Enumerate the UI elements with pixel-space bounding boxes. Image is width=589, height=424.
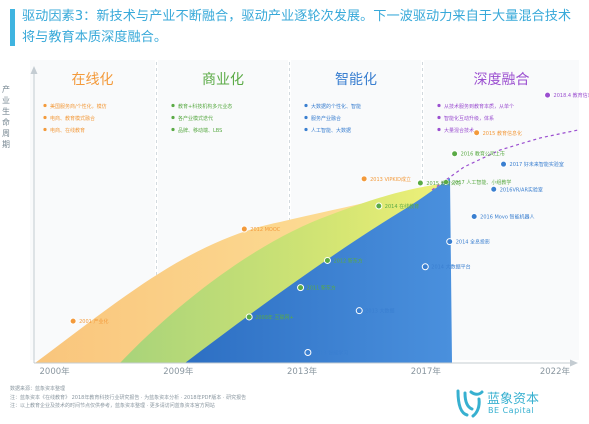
x-tick-label: 2017年 [411,366,442,377]
trend-line-deep-fusion [431,129,579,191]
x-tick-label: 2009年 [163,366,194,377]
phase-bullet-text: 电商、在线教育 [50,127,85,134]
data-label: 2011 新东方 [307,285,336,292]
phase-title: 商业化 [202,72,244,88]
data-label: 2015 教育信息化 [483,130,522,137]
data-label: 2001 产业化 [79,318,108,325]
data-label: 2016 Movo 智能机器人 [480,214,534,221]
phase-bullet-text: 教育+科技机构多元业态 [178,103,232,110]
x-tick-label: 2022年 [540,366,571,377]
data-label: 2012 新东方 [333,257,362,264]
brand-name-en: BE Capital [488,406,535,415]
phase-bullet-dot [304,103,308,108]
phase-bullet-dot [43,115,47,120]
data-label: 2013 VIPKID成立 [370,176,411,183]
data-point [297,284,305,292]
data-point [446,238,454,246]
phase-bullet-text: 各产业模式迭代 [178,115,213,122]
data-label: 2013 大数据 [365,308,394,315]
data-point [360,175,368,183]
phase-bullet-text: 品牌、移动端、LBS [178,127,222,134]
data-point [304,349,312,357]
data-label: 2016 教育公司上市 [461,151,505,158]
phase-bullet-dot [43,103,47,108]
phase-bullet-text: 大量混合技术 [444,127,474,134]
footer-line: 数据来源：蓝象资本整理 [10,386,66,392]
data-point [240,225,248,233]
phase-bullet-dot [304,115,308,120]
data-label: 2012 MOOC [250,227,280,233]
phase-bullet-text: 从技术服务到教育本质，从单个 [444,103,514,110]
data-label: 2016VR/AR实验室 [500,186,543,193]
footer-notes: 数据来源：蓝象资本整理 注：蓝象资本《在线教育》 2018年教育科技行业研究报告… [10,385,430,411]
annotation-label: 2017 人工智能、小组教学 [452,179,511,186]
data-label: 2017 好未来智能实验室 [510,161,564,168]
data-point [375,202,383,210]
x-axis: 2000年 2009年 2013年 2017年 2022年 [34,359,578,377]
x-tick-label: 2000年 [40,366,71,377]
footer-line: 注：蓝象资本《在线教育》 2018年教育科技行业研究报告 · 为蓝象资本分析 ·… [10,394,247,401]
data-label: 2014 大数据平台 [431,264,470,271]
data-label: 2014 在线教育 [385,203,419,210]
annotation-point [442,178,449,185]
phase-bullet-text: 大数据的个性化、智能 [311,103,361,110]
page-title: 驱动因素3：新技术与产业不断融合，驱动产业逐轮次发展。下一波驱动力来自于大量混合… [22,9,572,45]
data-point [490,185,498,193]
footer-line: 注：以上教育企业及技术的时间节点仅供参考，蓝象资本整理 · 更多请访问蓝象资本官… [10,403,215,409]
data-label: 2014 全息投影 [456,239,490,246]
data-point [451,150,459,158]
y-axis-label: 产业生命周期 [2,85,10,149]
phase-bullet-dot [43,127,47,132]
phase-title: 智能化 [335,72,377,88]
data-label: 2015 教育公司 [426,180,460,187]
chart-marks: 2017 人工智能、小组教学 2001 产业化 2012 MOOC 2013 VIPK… [69,91,589,357]
logo-mark-icon [456,389,484,418]
phase-bullet-dot [171,115,175,120]
title-accent-bar [10,9,15,46]
y-axis [30,66,38,363]
data-label: 2009年 互联网+ [255,314,294,321]
data-point [473,129,481,137]
phase-bullet-dot [171,127,175,132]
phase-bullet-text: 人工智能、大数据 [311,127,351,134]
data-point [500,160,508,168]
phase-bullet-text: 电商、教育模式融合 [50,115,95,122]
brand-logo: 蓝象资本 BE Capital [455,386,585,420]
data-label: 2013 智能学习 [314,350,348,357]
phase-title: 深度融合 [474,72,530,88]
x-tick-label: 2013年 [287,366,318,377]
phase-bullet-text: 服务产业融合 [311,115,341,122]
data-point [355,307,363,315]
data-point [323,256,331,264]
phase-bullet-text: 智能化互动升级，体系 [444,115,494,122]
data-point [544,91,552,99]
phase-bullet-text: 美国服务商/个性化，模仿 [50,103,107,110]
data-point [416,179,424,187]
phase-bullet-dot [304,127,308,132]
data-point [69,317,77,325]
phase-bullet-dot [171,103,175,108]
y-axis-arrow [30,66,38,74]
data-point [470,213,478,220]
brand-name-cn: 蓝象资本 [487,392,540,407]
phase-title: 在线化 [72,72,114,88]
phase-bullet-dot [437,103,441,108]
phase-bullet-dot [437,127,441,132]
data-point [245,313,253,321]
x-axis-arrow [570,359,578,367]
data-point [421,263,429,271]
phase-bullet-dot [437,115,441,120]
